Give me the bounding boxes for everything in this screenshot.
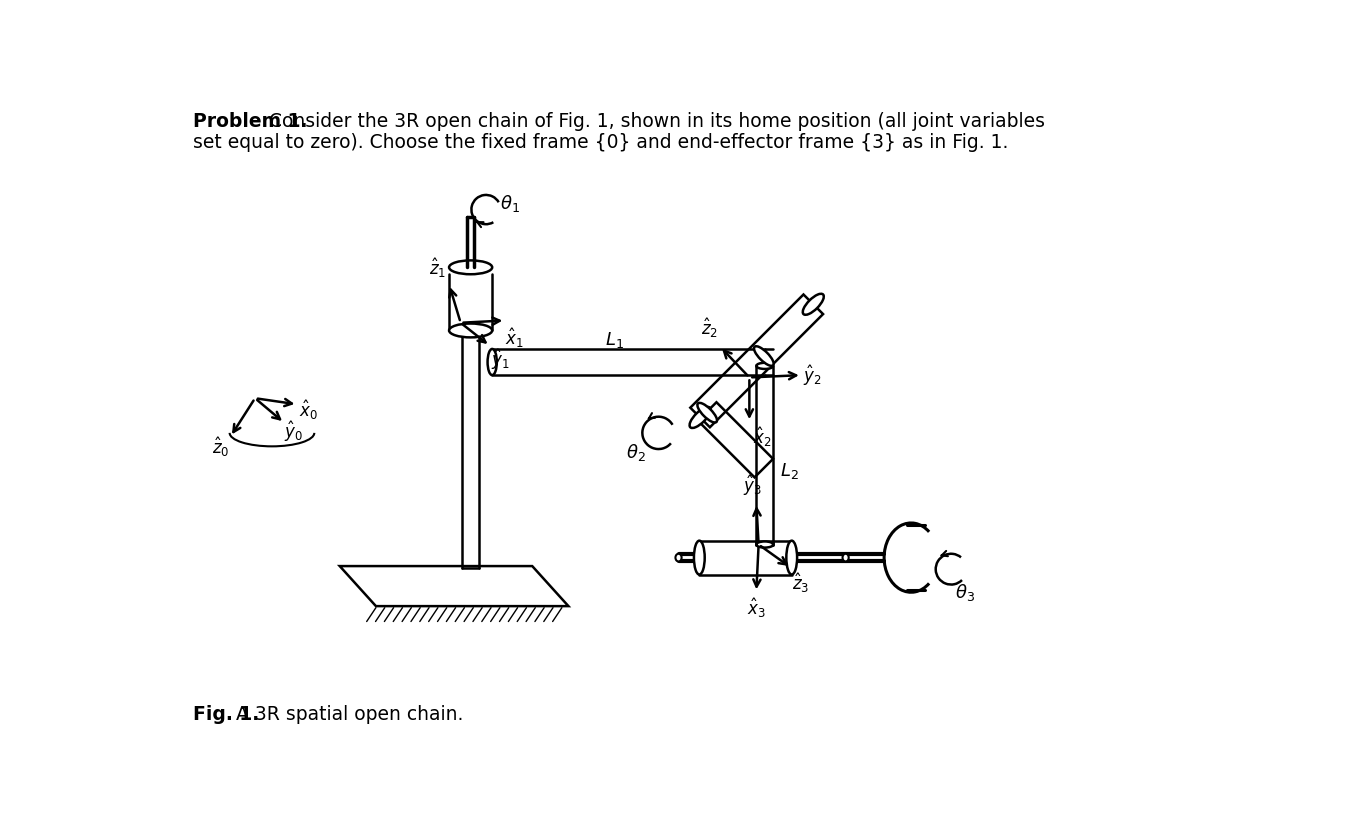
Text: $\theta_1$: $\theta_1$ — [500, 193, 520, 214]
Ellipse shape — [697, 403, 717, 423]
Text: $L_2$: $L_2$ — [780, 461, 799, 481]
Text: $\hat{z}_2$: $\hat{z}_2$ — [701, 317, 718, 340]
Text: set equal to zero). Choose the fixed frame {0} and end-effector frame {3} as in : set equal to zero). Choose the fixed fra… — [193, 133, 1008, 153]
Ellipse shape — [756, 542, 774, 548]
Ellipse shape — [488, 349, 497, 375]
Text: $\hat{y}_1$: $\hat{y}_1$ — [492, 348, 511, 372]
Text: Problem 1.: Problem 1. — [193, 112, 307, 131]
Ellipse shape — [690, 407, 710, 428]
Text: $\hat{y}_3$: $\hat{y}_3$ — [743, 474, 762, 499]
Ellipse shape — [754, 346, 774, 366]
Ellipse shape — [756, 363, 774, 369]
Text: Consider the 3R open chain of Fig. 1, shown in its home position (all joint vari: Consider the 3R open chain of Fig. 1, sh… — [263, 112, 1045, 131]
Ellipse shape — [786, 541, 797, 574]
Text: $\hat{x}_2$: $\hat{x}_2$ — [754, 425, 772, 449]
Text: $\hat{z}_1$: $\hat{z}_1$ — [429, 257, 446, 281]
Text: $\hat{z}_0$: $\hat{z}_0$ — [213, 435, 231, 459]
Ellipse shape — [449, 323, 492, 337]
Text: $\hat{y}_2$: $\hat{y}_2$ — [803, 364, 822, 388]
Ellipse shape — [694, 541, 705, 574]
Ellipse shape — [842, 554, 849, 561]
Text: $\theta_2$: $\theta_2$ — [625, 441, 646, 463]
Text: $\hat{x}_0$: $\hat{x}_0$ — [299, 398, 318, 422]
Text: $\hat{y}_0$: $\hat{y}_0$ — [284, 419, 303, 445]
Text: A 3R spatial open chain.: A 3R spatial open chain. — [231, 706, 464, 725]
Ellipse shape — [803, 294, 824, 315]
Text: $\hat{z}_3$: $\hat{z}_3$ — [793, 571, 810, 595]
Text: $\hat{x}_1$: $\hat{x}_1$ — [506, 326, 524, 350]
Text: $\hat{x}_3$: $\hat{x}_3$ — [747, 596, 766, 620]
Ellipse shape — [675, 554, 682, 561]
Text: Fig. 1.: Fig. 1. — [193, 706, 260, 725]
Ellipse shape — [449, 260, 492, 274]
Text: $L_1$: $L_1$ — [605, 330, 624, 350]
Text: $\theta_3$: $\theta_3$ — [954, 582, 975, 603]
